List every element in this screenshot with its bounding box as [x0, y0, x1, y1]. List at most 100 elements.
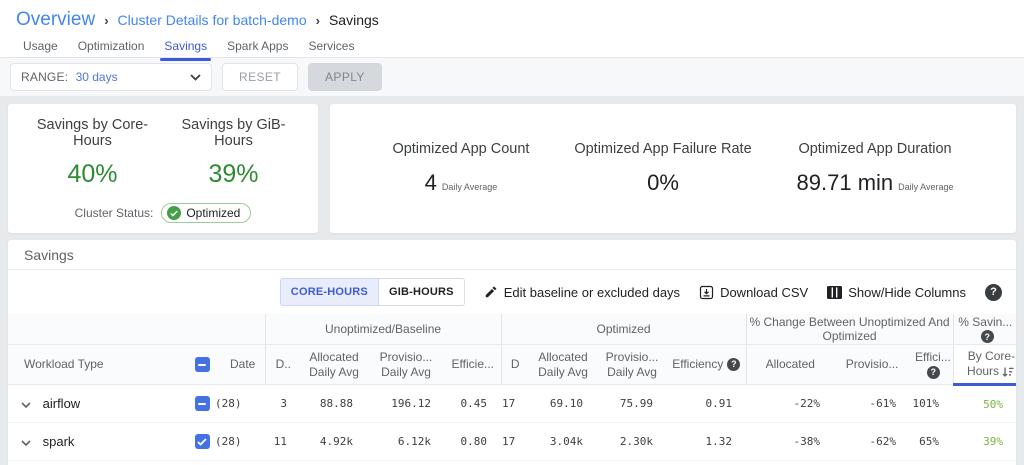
tab-savings[interactable]: Savings: [157, 36, 214, 61]
col-change-provisioned: Provisio...: [834, 344, 911, 385]
gib-hours-savings-title: Savings by GiB-Hours: [181, 117, 286, 149]
col-optimized-provisioned: Provisio... Daily Avg: [597, 344, 668, 385]
col-optimized-efficiency: Efficiency?: [667, 344, 747, 385]
expand-row-button[interactable]: [21, 401, 31, 408]
core-hours-savings: Savings by Core-Hours 40%: [22, 117, 163, 189]
help-icon[interactable]: ?: [980, 330, 994, 344]
savings-panel: Savings CORE-HOURS GIB-HOURS Edit baseli…: [8, 240, 1016, 465]
pencil-icon: [485, 286, 497, 298]
gib-hours-savings: Savings by GiB-Hours 39%: [163, 117, 304, 189]
savings-summary-card: Savings by Core-Hours 40% Savings by GiB…: [8, 104, 318, 233]
metric-app-count: Optimized App Count 4 Daily Average: [392, 141, 529, 196]
workload-name: spark: [42, 434, 75, 449]
row-checkbox-checked[interactable]: [194, 434, 210, 450]
core-hours-savings-value: 40%: [67, 160, 118, 188]
show-hide-columns-button[interactable]: Show/Hide Columns: [827, 285, 966, 300]
metric-app-count-suffix: Daily Average: [441, 182, 498, 192]
table-row-spark: spark (28) 11 4.92k 6.12k 0.80 17 3.04k …: [8, 422, 1016, 461]
download-icon: [699, 285, 714, 299]
breadcrumb-current-page: Savings: [328, 12, 379, 28]
col-change-allocated: Allocated: [745, 344, 835, 385]
baseline-efficiency-cell: 0.45: [445, 384, 502, 423]
optimized-efficiency-cell: 0.91: [667, 384, 747, 423]
optimized-d-cell: 17: [501, 384, 530, 423]
panel-toolbar: CORE-HOURS GIB-HOURS Edit baseline or ex…: [8, 270, 1016, 314]
range-select-text: RANGE: 30 days: [21, 70, 118, 84]
breadcrumb-overview[interactable]: Overview: [16, 9, 96, 30]
group-header-change: % Change Between Unoptimized And Optimiz…: [745, 314, 954, 345]
workload-name: airflow: [42, 396, 81, 411]
col-by-core-hours-label: By Core-Hours: [967, 349, 1016, 378]
tab-optimization[interactable]: Optimization: [77, 39, 145, 53]
row-checkbox-indeterminate[interactable]: [194, 396, 210, 412]
top-header: Overview › Cluster Details for batch-dem…: [0, 0, 1024, 61]
baseline-d-cell: 11: [265, 422, 302, 461]
metric-failure-rate: Optimized App Failure Rate 0%: [574, 141, 751, 196]
help-icon[interactable]: ?: [926, 365, 940, 379]
col-optimized-efficiency-label: Efficiency: [672, 357, 724, 371]
change-provisioned-cell: -61%: [834, 384, 911, 423]
help-icon[interactable]: ?: [727, 358, 741, 372]
baseline-provisioned-cell: 6.12k: [367, 422, 446, 461]
col-optimized-d: D: [500, 344, 530, 385]
select-all-checkbox[interactable]: [194, 357, 210, 373]
savings-percent-cell: 50%: [953, 384, 1016, 423]
cluster-status-value: Optimized: [186, 206, 241, 220]
col-by-core-hours-sorted[interactable]: By Core-Hours: [952, 344, 1016, 386]
help-icon[interactable]: ?: [985, 283, 1002, 301]
reset-button[interactable]: RESET: [222, 63, 299, 91]
optimized-d-cell: 17: [501, 422, 530, 461]
cluster-status: Cluster Status: Optimized: [22, 203, 304, 223]
optimized-efficiency-cell: 1.32: [667, 422, 747, 461]
breadcrumb-cluster-details[interactable]: Cluster Details for batch-demo: [117, 12, 307, 28]
edit-baseline-button[interactable]: Edit baseline or excluded days: [484, 285, 680, 300]
date-cell: (28): [214, 422, 266, 461]
edit-baseline-label: Edit baseline or excluded days: [503, 284, 681, 300]
savings-values: Savings by Core-Hours 40% Savings by GiB…: [22, 117, 304, 189]
baseline-allocated-cell: 88.88: [301, 384, 368, 423]
checkbox-cell: [190, 384, 214, 423]
download-csv-button[interactable]: Download CSV: [699, 285, 808, 300]
col-baseline-d: D..: [264, 344, 302, 385]
savings-table: Unoptimized/Baseline Optimized % Change …: [8, 314, 1016, 461]
range-value: 30 days: [75, 70, 118, 84]
summary-cards-row: Savings by Core-Hours 40% Savings by GiB…: [8, 104, 1016, 233]
tab-bar: Usage Optimization Savings Spark Apps Se…: [16, 36, 1008, 61]
breadcrumb-separator: ›: [315, 13, 320, 28]
tab-usage[interactable]: Usage: [23, 39, 58, 53]
table-group-header-row: Unoptimized/Baseline Optimized % Change …: [8, 314, 1016, 345]
change-allocated-cell: -22%: [746, 384, 835, 423]
optimized-provisioned-cell: 2.30k: [597, 422, 668, 461]
workload-cell: spark: [8, 422, 190, 461]
panel-title: Savings: [8, 240, 1016, 270]
optimized-provisioned-cell: 75.99: [597, 384, 668, 423]
col-optimized-allocated: Allocated Daily Avg: [529, 344, 598, 385]
change-provisioned-cell: -62%: [834, 422, 911, 461]
group-header-savings: % Savin...?: [952, 314, 1016, 345]
baseline-allocated-cell: 4.92k: [301, 422, 368, 461]
unit-toggle: CORE-HOURS GIB-HOURS: [279, 278, 465, 306]
expand-row-button[interactable]: [21, 439, 31, 446]
tab-spark-apps[interactable]: Spark Apps: [227, 39, 289, 53]
breadcrumb: Overview › Cluster Details for batch-dem…: [16, 0, 1008, 31]
download-csv-label: Download CSV: [720, 284, 809, 300]
content-area: Savings by Core-Hours 40% Savings by GiB…: [0, 96, 1024, 465]
sort-descending-icon: [1002, 367, 1014, 377]
apply-button[interactable]: APPLY: [308, 63, 382, 91]
core-hours-toggle[interactable]: CORE-HOURS: [279, 278, 379, 306]
gib-hours-toggle[interactable]: GIB-HOURS: [378, 278, 465, 306]
range-label: RANGE:: [21, 70, 69, 84]
change-allocated-cell: -38%: [746, 422, 835, 461]
table-column-header-row: Workload Type Date D.. Allocated Daily A…: [8, 344, 1016, 386]
group-header-optimized: Optimized: [500, 314, 747, 345]
filter-bar: RANGE: 30 days RESET APPLY: [0, 58, 1024, 96]
metric-failure-rate-title: Optimized App Failure Rate: [574, 141, 752, 157]
date-cell: (28): [214, 384, 266, 423]
col-baseline-allocated: Allocated Daily Avg: [301, 344, 368, 385]
col-workload-type: Workload Type: [8, 344, 190, 385]
optimized-metrics-card: Optimized App Count 4 Daily Average Opti…: [330, 104, 1016, 233]
range-select[interactable]: RANGE: 30 days: [10, 63, 212, 91]
tab-services[interactable]: Services: [308, 39, 355, 53]
change-efficiency-cell: 101%: [910, 384, 954, 423]
baseline-d-cell: 3: [265, 384, 302, 423]
